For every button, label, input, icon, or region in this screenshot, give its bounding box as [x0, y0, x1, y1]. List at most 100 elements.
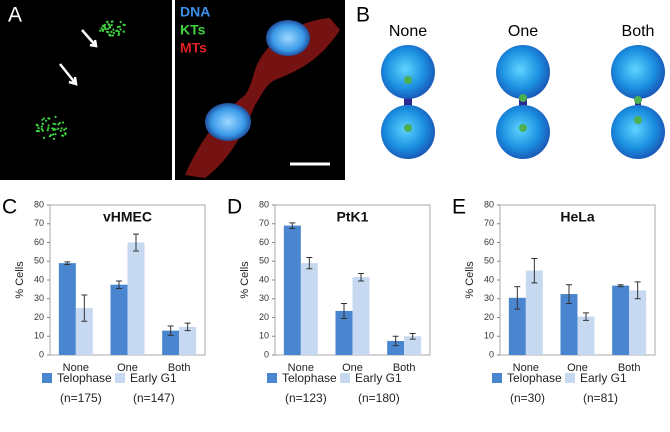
legend-swatch [42, 373, 52, 383]
legend-note: (n=81) [583, 391, 618, 405]
y-tick-label: 50 [484, 256, 494, 266]
chart-title: vHMEC [103, 209, 152, 225]
legend-note: (n=123) [285, 391, 327, 405]
legend-note: (n=175) [60, 391, 102, 405]
x-tick-label: One [567, 362, 588, 374]
error-bar [531, 257, 538, 284]
legend-swatch [492, 373, 502, 383]
legend-swatch [340, 373, 350, 383]
error-bar [81, 294, 88, 322]
error-bar [409, 332, 416, 340]
legend-label: Early G1 [130, 371, 177, 385]
y-axis-label: % Cells [239, 261, 251, 299]
error-bar [583, 312, 589, 321]
y-axis-label: % Cells [14, 261, 26, 299]
y-tick-label: 70 [484, 218, 494, 228]
y-tick-label: 30 [34, 293, 44, 303]
condition-label: None [389, 23, 427, 40]
y-tick-label: 20 [484, 312, 494, 322]
bar [335, 310, 353, 355]
y-tick-label: 0 [489, 349, 494, 359]
error-bar [133, 233, 139, 252]
error-bar [184, 322, 191, 332]
x-tick-label: None [513, 362, 539, 374]
bar [58, 263, 76, 355]
y-tick-label: 10 [484, 331, 494, 341]
error-bar [167, 325, 174, 336]
bar [629, 290, 647, 355]
legend-note: (n=147) [133, 391, 175, 405]
y-tick-label: 60 [484, 237, 494, 247]
error-bar [514, 286, 521, 310]
y-tick-label: 80 [34, 199, 44, 209]
kinetochore-dots [35, 20, 126, 140]
error-bar [392, 335, 399, 347]
stain-label: DNA [180, 4, 210, 20]
bar [560, 294, 578, 355]
y-tick-label: 40 [34, 274, 44, 284]
condition-label: Both [622, 23, 655, 40]
y-tick-label: 50 [34, 256, 44, 266]
nucleus [205, 103, 251, 141]
y-tick-label: 60 [34, 237, 44, 247]
y-tick-label: 60 [259, 237, 269, 247]
panel-label: A [8, 4, 22, 27]
chart-title: HeLa [560, 209, 594, 225]
bar [283, 225, 301, 355]
error-bar [566, 284, 572, 304]
error-bar [64, 261, 71, 265]
legend-note: (n=30) [510, 391, 545, 405]
legend-swatch [115, 373, 125, 383]
bar [162, 330, 180, 355]
y-tick-label: 20 [34, 312, 44, 322]
bar [525, 270, 543, 355]
stain-label: KTs [180, 22, 206, 38]
error-bar [634, 281, 641, 300]
y-axis-label: % Cells [464, 261, 476, 299]
bar [352, 277, 370, 355]
error-bar [289, 222, 296, 229]
error-bar [617, 284, 624, 288]
y-tick-label: 40 [484, 274, 494, 284]
legend-label: Telophase [507, 371, 562, 385]
bar [110, 284, 128, 355]
y-tick-label: 40 [259, 274, 269, 284]
error-bar [116, 280, 122, 289]
legend-swatch [565, 373, 575, 383]
y-tick-label: 30 [484, 293, 494, 303]
legend-note: (n=180) [358, 391, 400, 405]
bar [387, 340, 405, 355]
x-tick-label: Both [393, 362, 416, 374]
bar [75, 308, 93, 355]
dumbbell [496, 45, 550, 159]
bar [577, 316, 595, 355]
y-tick-label: 20 [259, 312, 269, 322]
y-tick-label: 70 [259, 218, 269, 228]
y-tick-label: 10 [259, 331, 269, 341]
stain-label: MTs [180, 40, 207, 56]
legend-label: Telophase [282, 371, 337, 385]
x-tick-label: None [63, 362, 89, 374]
arrow [59, 63, 78, 86]
dumbbell [611, 45, 665, 159]
bar [508, 297, 526, 355]
panel-label: E [452, 196, 466, 219]
y-tick-label: 80 [259, 199, 269, 209]
legend-label: Early G1 [355, 371, 402, 385]
bar [127, 242, 145, 355]
chart-title: PtK1 [337, 209, 369, 225]
micrograph-kts [0, 0, 172, 180]
panel-label: C [2, 196, 17, 219]
x-tick-label: Both [168, 362, 191, 374]
panel-label: D [227, 196, 242, 219]
panel-label: B [356, 4, 370, 27]
dumbbell [381, 45, 435, 159]
y-tick-label: 0 [264, 349, 269, 359]
y-tick-label: 0 [39, 349, 44, 359]
arrow [81, 29, 98, 48]
x-tick-label: One [342, 362, 363, 374]
condition-label: One [508, 23, 538, 40]
legend-label: Telophase [57, 371, 112, 385]
y-tick-label: 80 [484, 199, 494, 209]
x-tick-label: One [117, 362, 138, 374]
